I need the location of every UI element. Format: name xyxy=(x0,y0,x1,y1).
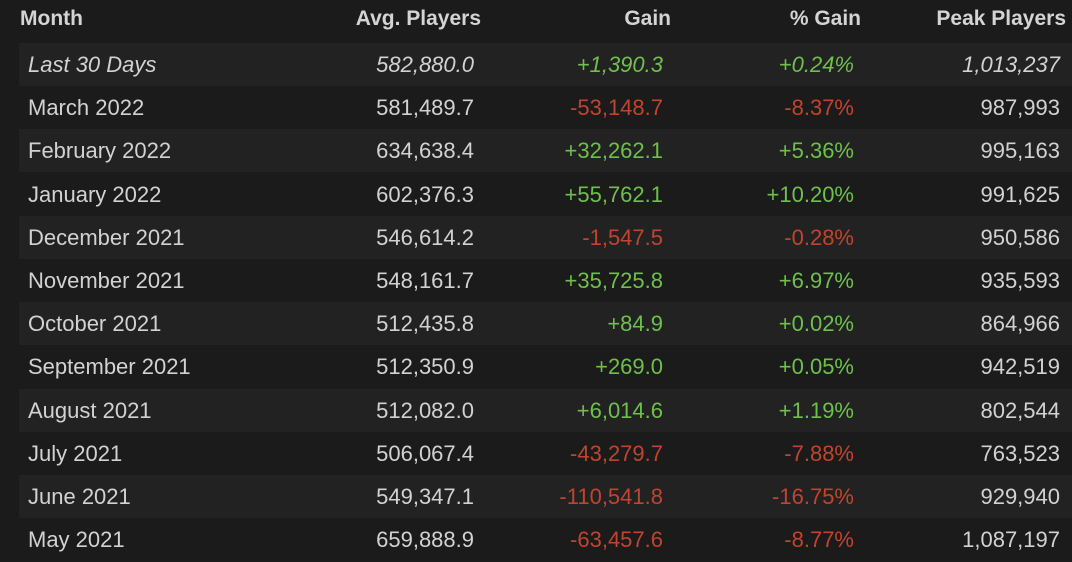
cell-pct-gain: -16.75% xyxy=(772,484,854,509)
cell-pct-gain: +0.02% xyxy=(778,311,854,337)
cell-pct-gain: -8.37% xyxy=(784,95,854,121)
cell-gain: +35,725.8 xyxy=(564,268,663,293)
cell-month: November 2021 xyxy=(28,268,185,293)
table-row: May 2021 659,888.9 -63,457.6 -8.77% 1,087,19… xyxy=(19,518,1072,562)
cell-gain: +269.0 xyxy=(595,354,663,380)
cell-peak-players: 929,940 xyxy=(980,484,1060,509)
cell-month: August 2021 xyxy=(28,397,152,423)
cell-pct-gain: +0.05% xyxy=(778,354,854,380)
table-row: January 2022 602,376.3 +55,762.1 +10.20% 991… xyxy=(19,172,1072,216)
header-gain[interactable]: Gain xyxy=(624,7,671,30)
table-row: October 2021 512,435.8 +84.9 +0.02% 864,966 xyxy=(19,302,1072,346)
cell-pct-gain: -0.28% xyxy=(784,224,854,250)
cell-avg-players: 549,347.1 xyxy=(376,484,474,509)
cell-gain: +1,390.3 xyxy=(576,52,663,77)
cell-month: September 2021 xyxy=(28,354,191,380)
table-row: July 2021 506,067.4 -43,279.7 -7.88% 763,523 xyxy=(19,431,1072,475)
table-row: September 2021 512,350.9 +269.0 +0.05% 942,5… xyxy=(19,345,1072,389)
cell-peak-players: 942,519 xyxy=(980,354,1060,380)
table-row: August 2021 512,082.0 +6,014.6 +1.19% 802,54… xyxy=(19,388,1072,432)
cell-gain: +6,014.6 xyxy=(576,397,663,423)
cell-avg-players: 512,082.0 xyxy=(376,397,474,423)
cell-gain: -43,279.7 xyxy=(570,440,663,466)
table-row: December 2021 546,614.2 -1,547.5 -0.28% 950,… xyxy=(19,215,1072,259)
cell-month: June 2021 xyxy=(28,484,131,509)
cell-peak-players: 991,625 xyxy=(980,181,1060,207)
cell-peak-players: 935,593 xyxy=(980,268,1060,293)
cell-peak-players: 1,087,197 xyxy=(962,527,1060,553)
cell-month: October 2021 xyxy=(28,311,162,337)
cell-avg-players: 546,614.2 xyxy=(376,224,474,250)
cell-gain: +32,262.1 xyxy=(564,138,663,164)
cell-pct-gain: -8.77% xyxy=(784,527,854,553)
cell-peak-players: 802,544 xyxy=(980,397,1060,423)
cell-avg-players: 602,376.3 xyxy=(376,181,474,207)
cell-peak-players: 763,523 xyxy=(980,440,1060,466)
cell-gain: -110,541.8 xyxy=(559,484,663,509)
cell-month: December 2021 xyxy=(28,224,185,250)
cell-avg-players: 506,067.4 xyxy=(376,440,474,466)
cell-peak-players: 1,013,237 xyxy=(962,52,1060,77)
cell-avg-players: 548,161.7 xyxy=(376,268,474,293)
table-row: March 2022 581,489.7 -53,148.7 -8.37% 987,99… xyxy=(19,86,1072,130)
cell-gain: -1,547.5 xyxy=(582,224,663,250)
cell-avg-players: 634,638.4 xyxy=(376,138,474,164)
cell-month: July 2021 xyxy=(28,440,123,466)
cell-pct-gain: +0.24% xyxy=(778,52,854,77)
cell-peak-players: 864,966 xyxy=(980,311,1060,337)
cell-gain: +84.9 xyxy=(607,311,663,337)
cell-avg-players: 512,435.8 xyxy=(376,311,474,337)
cell-peak-players: 987,993 xyxy=(980,95,1060,121)
cell-peak-players: 995,163 xyxy=(980,138,1060,164)
header-peak-players[interactable]: Peak Players xyxy=(936,7,1066,30)
cell-peak-players: 950,586 xyxy=(980,224,1060,250)
cell-gain: +55,762.1 xyxy=(564,181,663,207)
table-row: June 2021 549,347.1 -110,541.8 -16.75% 929,9… xyxy=(19,475,1072,518)
table-row: November 2021 548,161.7 +35,725.8 +6.97% 935… xyxy=(19,259,1072,302)
cell-month: March 2022 xyxy=(28,95,145,121)
cell-gain: -63,457.6 xyxy=(570,527,663,553)
cell-avg-players: 659,888.9 xyxy=(376,527,474,553)
cell-avg-players: 512,350.9 xyxy=(376,354,474,380)
cell-pct-gain: +1.19% xyxy=(778,397,854,423)
cell-pct-gain: +10.20% xyxy=(766,181,854,207)
header-pct-gain[interactable]: % Gain xyxy=(789,7,861,30)
table-row: Last 30 Days 582,880.0 +1,390.3 +0.24% 1,013… xyxy=(19,43,1072,86)
cell-pct-gain: +6.97% xyxy=(778,268,854,293)
header-month[interactable]: Month xyxy=(20,7,83,30)
cell-gain: -53,148.7 xyxy=(570,95,663,121)
cell-pct-gain: +5.36% xyxy=(778,138,854,164)
header-avg-players[interactable]: Avg. Players xyxy=(355,7,481,30)
cell-month: January 2022 xyxy=(28,181,162,207)
cell-avg-players: 581,489.7 xyxy=(376,95,474,121)
table-header: Month Avg. Players Gain % Gain Peak Play… xyxy=(0,0,1072,43)
cell-month: February 2022 xyxy=(28,138,172,164)
cell-month: May 2021 xyxy=(28,527,125,553)
table-row: February 2022 634,638.4 +32,262.1 +5.36% 995… xyxy=(19,129,1072,173)
cell-pct-gain: -7.88% xyxy=(784,440,854,466)
cell-month: Last 30 Days xyxy=(28,52,157,77)
cell-avg-players: 582,880.0 xyxy=(376,52,474,77)
